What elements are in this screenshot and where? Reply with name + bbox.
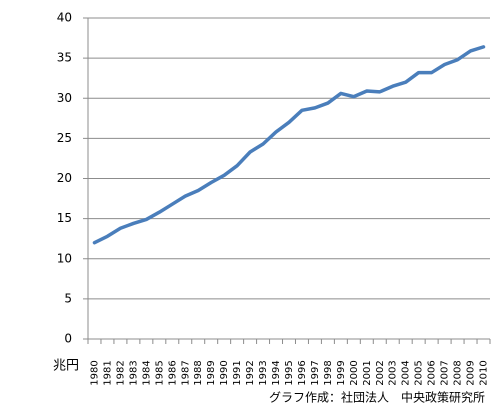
y-tick-label: 20 [57, 171, 72, 185]
y-tick-label: 30 [57, 91, 72, 105]
x-tick-label: 1991 [232, 360, 243, 385]
x-tick-label: 2000 [349, 360, 360, 385]
x-tick-label: 1992 [245, 360, 256, 385]
x-tick-label: 1989 [206, 360, 217, 385]
x-tick-label: 1997 [310, 360, 321, 385]
x-tick-label: 2006 [427, 360, 438, 385]
x-tick-label: 1987 [180, 360, 191, 385]
x-tick-label: 1994 [271, 360, 282, 385]
x-tick-label: 2008 [453, 360, 464, 385]
x-tick-label: 2002 [375, 360, 386, 385]
x-tick-label: 1990 [219, 360, 230, 385]
y-tick-label: 10 [57, 251, 72, 265]
x-tick-label: 1993 [258, 360, 269, 385]
x-tick-label: 2001 [362, 360, 373, 385]
x-tick-label: 2004 [401, 360, 412, 385]
data-line [92, 45, 486, 245]
y-tick-label: 15 [57, 211, 72, 225]
x-tick-label: 2003 [388, 360, 399, 385]
y-tick-label: 35 [57, 51, 72, 65]
source-note: グラフ作成：社団法人 中央政策研究所 [269, 390, 485, 405]
x-tick-label: 1982 [115, 360, 126, 385]
y-tick-label: 5 [64, 291, 72, 305]
y-tick-label: 25 [57, 131, 72, 145]
y-axis-unit: 兆円 [53, 359, 79, 374]
x-tick-label: 2009 [466, 360, 477, 385]
x-tick-label: 1981 [102, 360, 113, 385]
x-tick-label: 1995 [284, 360, 295, 385]
x-tick-label: 1998 [323, 360, 334, 385]
x-tick-label: 2005 [414, 360, 425, 385]
x-tick-label: 1986 [167, 360, 178, 385]
x-tick-label: 2007 [440, 360, 451, 385]
x-tick-label: 1988 [193, 360, 204, 385]
x-tick-label: 1999 [336, 360, 347, 385]
x-tick-label: 1996 [297, 360, 308, 385]
x-tick-label: 2010 [479, 360, 490, 385]
x-tick-label: 1980 [89, 360, 100, 385]
y-tick-label: 40 [57, 11, 72, 25]
x-tick-label: 1985 [154, 360, 165, 385]
y-tick-label: 0 [64, 332, 72, 346]
x-tick-label: 1984 [141, 360, 152, 385]
x-tick-label: 1983 [128, 360, 139, 385]
